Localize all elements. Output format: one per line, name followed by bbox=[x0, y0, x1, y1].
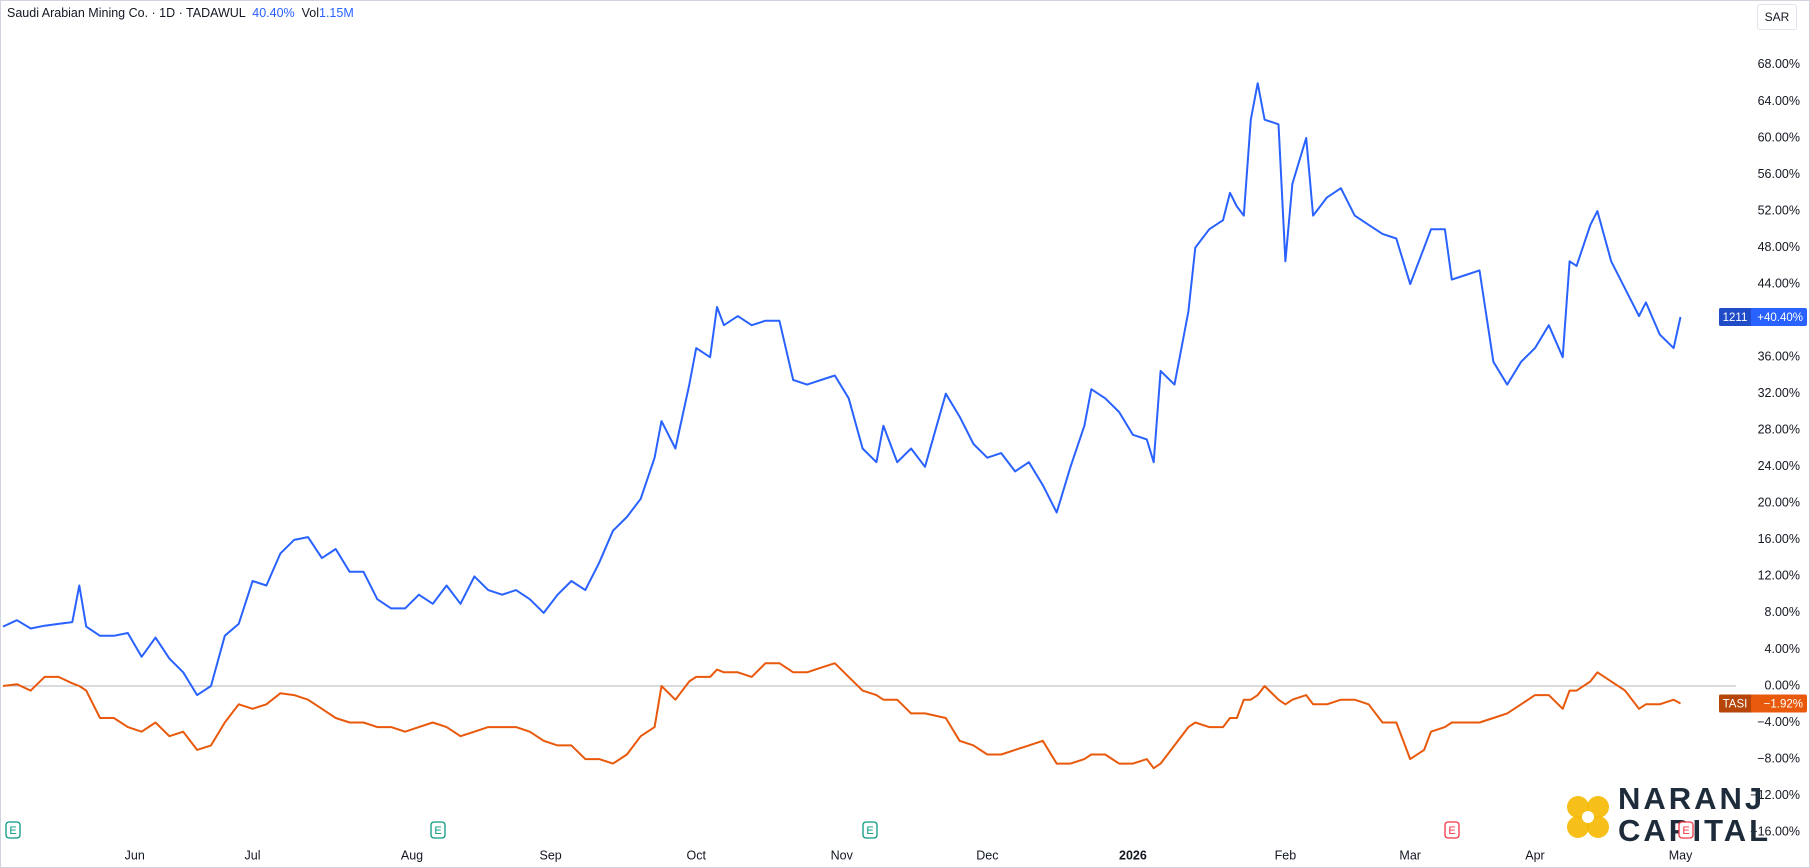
series-name: 1211 bbox=[1723, 312, 1748, 324]
y-tick-label: −12.00% bbox=[1750, 788, 1800, 802]
watermark-text: CAPITAL bbox=[1618, 813, 1771, 848]
symbol: Saudi Arabian Mining Co. · 1D · TADAWUL bbox=[7, 6, 246, 20]
y-tick-label: 8.00% bbox=[1765, 605, 1800, 619]
y-tick-label: −4.00% bbox=[1757, 715, 1800, 729]
series-name-box bbox=[1719, 694, 1751, 713]
last-value-label: −1.92% bbox=[1764, 699, 1803, 711]
event-box bbox=[1678, 821, 1694, 839]
event-box bbox=[1444, 821, 1460, 839]
y-tick-label: 32.00% bbox=[1758, 386, 1800, 400]
x-tick-label: Oct bbox=[686, 848, 706, 862]
x-tick-label: Sep bbox=[540, 848, 562, 862]
y-tick-label: 0.00% bbox=[1765, 678, 1800, 692]
y-tick-label: 56.00% bbox=[1758, 167, 1800, 181]
last-value-label: +40.40% bbox=[1757, 312, 1803, 324]
event-label: E bbox=[9, 825, 16, 837]
series-line bbox=[2, 82, 1682, 697]
event-marker: E bbox=[5, 821, 21, 839]
x-tick-label: Aug bbox=[401, 848, 423, 862]
x-tick-label: May bbox=[1669, 848, 1693, 862]
y-tick-label: 60.00% bbox=[1758, 130, 1800, 144]
y-tick-label: 4.00% bbox=[1765, 642, 1800, 656]
x-tick-label: Feb bbox=[1275, 848, 1297, 862]
logo-center bbox=[1582, 811, 1594, 823]
event-label: E bbox=[434, 825, 441, 837]
event-label: E bbox=[866, 825, 873, 837]
change: 40.40% bbox=[252, 6, 295, 20]
series-name: TASI bbox=[1723, 699, 1748, 711]
y-tick-label: −16.00% bbox=[1750, 824, 1800, 838]
event-marker: E bbox=[430, 821, 446, 839]
y-tick-label: 36.00% bbox=[1758, 349, 1800, 363]
last-value-box bbox=[1719, 308, 1807, 327]
y-tick-label: 52.00% bbox=[1758, 203, 1800, 217]
y-tick-label: 44.00% bbox=[1758, 276, 1800, 290]
y-tick-label: 64.00% bbox=[1758, 94, 1800, 108]
event-label: E bbox=[1682, 825, 1689, 837]
x-tick-label: 2026 bbox=[1119, 848, 1147, 862]
last-value-box bbox=[1719, 694, 1807, 713]
logo-leaf bbox=[1587, 816, 1609, 838]
y-tick-label: 16.00% bbox=[1758, 532, 1800, 546]
x-tick-label: Nov bbox=[831, 848, 854, 862]
event-box bbox=[430, 821, 446, 839]
last-value-tag: 1211 +40.40% bbox=[1719, 308, 1807, 327]
x-tick-label: Jun bbox=[125, 848, 145, 862]
x-tick-label: Jul bbox=[245, 848, 261, 862]
x-tick-label: Dec bbox=[976, 848, 998, 862]
logo-leaf bbox=[1587, 796, 1609, 818]
event-marker: E bbox=[862, 821, 878, 839]
logo-leaf bbox=[1567, 816, 1589, 838]
x-tick-label: Mar bbox=[1399, 848, 1421, 862]
series-line bbox=[2, 662, 1681, 770]
event-marker: E bbox=[1678, 821, 1694, 839]
y-tick-label: 20.00% bbox=[1758, 496, 1800, 510]
logo-leaf bbox=[1567, 796, 1589, 818]
watermark-text: NARANJ bbox=[1618, 781, 1765, 816]
y-tick-label: 68.00% bbox=[1758, 57, 1800, 71]
event-box bbox=[862, 821, 878, 839]
y-tick-label: 24.00% bbox=[1758, 459, 1800, 473]
vol-label: Vol bbox=[301, 6, 319, 20]
currency-button[interactable]: SAR bbox=[1757, 4, 1797, 30]
event-marker: E bbox=[1444, 821, 1460, 839]
last-value-tag: TASI −1.92% bbox=[1719, 694, 1807, 713]
y-tick-label: 12.00% bbox=[1758, 569, 1800, 583]
x-tick-label: Apr bbox=[1525, 848, 1544, 862]
legend-header: Saudi Arabian Mining Co. · 1D · TADAWUL … bbox=[7, 6, 354, 20]
y-tick-label: 28.00% bbox=[1758, 423, 1800, 437]
vol-value: 1.15M bbox=[319, 6, 354, 20]
y-tick-label: 48.00% bbox=[1758, 240, 1800, 254]
y-tick-label: −8.00% bbox=[1757, 751, 1800, 765]
series-name-box bbox=[1719, 308, 1751, 327]
event-label: E bbox=[1448, 825, 1455, 837]
event-box bbox=[5, 821, 21, 839]
